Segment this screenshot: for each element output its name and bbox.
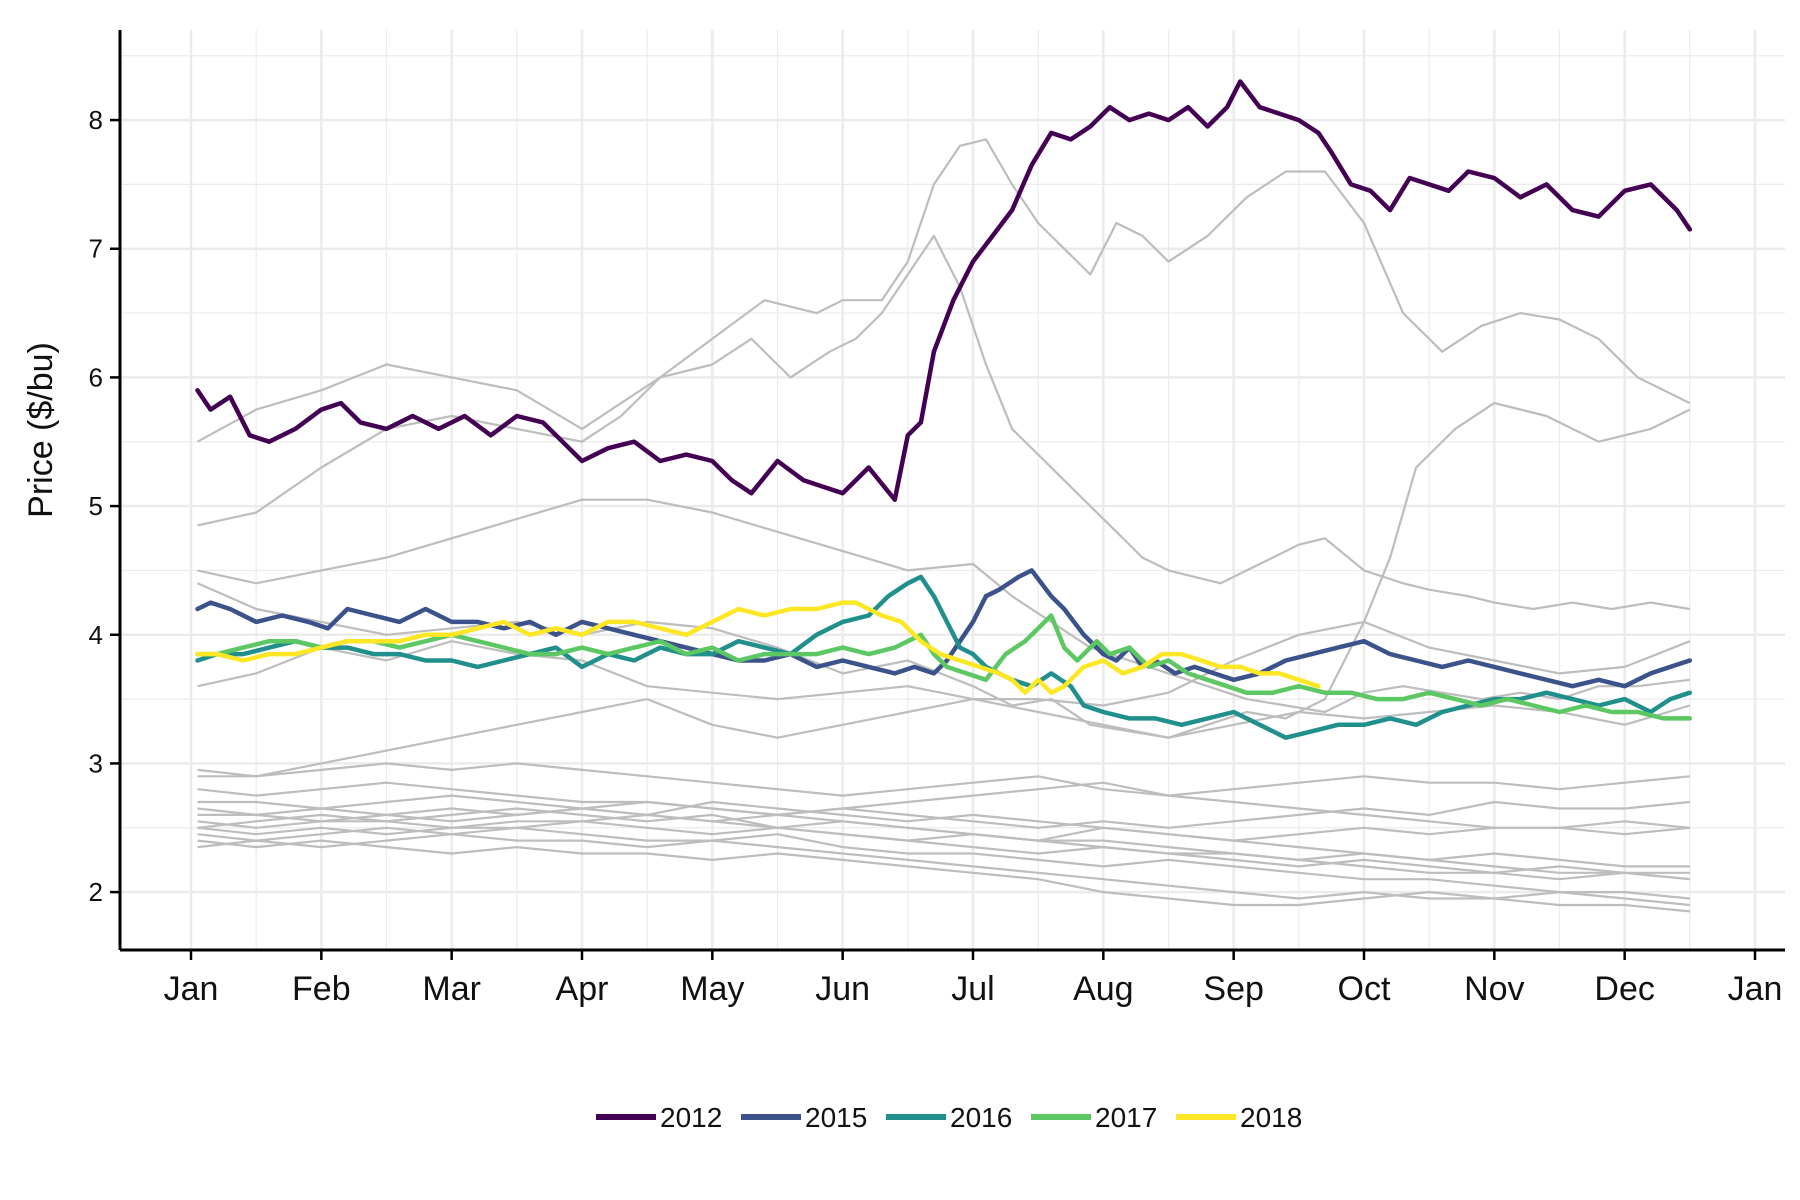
series-line-2017 (195, 613, 1693, 721)
y-tick-label: 4 (89, 620, 103, 650)
x-tick-label: Jan (1728, 970, 1783, 1008)
series-line-other-year (197, 498, 1690, 714)
y-tick-label: 7 (89, 234, 103, 264)
legend-label-2016: 2016 (950, 1102, 1012, 1133)
series-line-2016 (195, 574, 1693, 740)
y-axis-title: Price ($/bu) (22, 342, 60, 518)
y-axis-ticks: 2 3 4 5 6 7 8 (89, 105, 120, 907)
y-tick-label: 6 (89, 362, 103, 392)
series-line-other-year (197, 402, 1691, 739)
legend-label-2017: 2017 (1095, 1102, 1157, 1133)
y-tick-label: 5 (89, 491, 103, 521)
series-line-other-year (197, 807, 1690, 874)
series-line-other-year (197, 781, 1690, 836)
series-line-other-year (197, 826, 1690, 913)
x-tick-label: Jul (951, 970, 994, 1008)
x-tick-label: Sep (1203, 970, 1264, 1008)
series-line-other-year (197, 698, 1691, 778)
x-tick-label: Oct (1338, 970, 1391, 1008)
x-tick-label: Apr (556, 970, 609, 1008)
axes (118, 30, 1785, 952)
x-tick-label: Mar (422, 970, 481, 1008)
legend-label-2015: 2015 (805, 1102, 867, 1133)
series-line-2018 (195, 600, 1321, 695)
x-tick-label: Dec (1594, 970, 1654, 1008)
x-tick-label: Jun (815, 970, 870, 1008)
highlighted-years-lines (195, 79, 1693, 740)
legend-label-2012: 2012 (660, 1102, 722, 1133)
series-line-other-year (197, 813, 1690, 881)
series-line-other-year (197, 820, 1690, 881)
series-line-other-year (197, 781, 1690, 829)
x-tick-label: Aug (1073, 970, 1134, 1008)
other-years-lines (196, 138, 1691, 913)
series-line-2012 (195, 79, 1693, 502)
x-tick-label: Nov (1464, 970, 1524, 1008)
x-axis-ticks: Jan Feb Mar Apr May Jun Jul Aug Sep Oct Nov Dec Jan (164, 950, 1783, 1008)
x-tick-label: May (680, 970, 744, 1008)
series-line-other-year (197, 620, 1691, 707)
legend-label-2018: 2018 (1240, 1102, 1302, 1133)
series-line-other-year (197, 794, 1690, 842)
y-tick-label: 3 (89, 748, 103, 778)
series-line-other-year (197, 762, 1690, 797)
x-tick-label: Jan (164, 970, 219, 1008)
series-line-other-year (196, 138, 1691, 443)
grid (120, 30, 1785, 950)
y-tick-label: 8 (89, 105, 103, 135)
x-tick-label: Feb (292, 970, 351, 1008)
series-line-other-year (197, 234, 1690, 611)
series-line-2015 (195, 568, 1693, 689)
y-tick-label: 2 (89, 877, 103, 907)
legend: 2012 2015 2016 2017 2018 (596, 1102, 1302, 1133)
series-line-other-year (197, 839, 1690, 907)
series-line-other-year (197, 826, 1690, 900)
